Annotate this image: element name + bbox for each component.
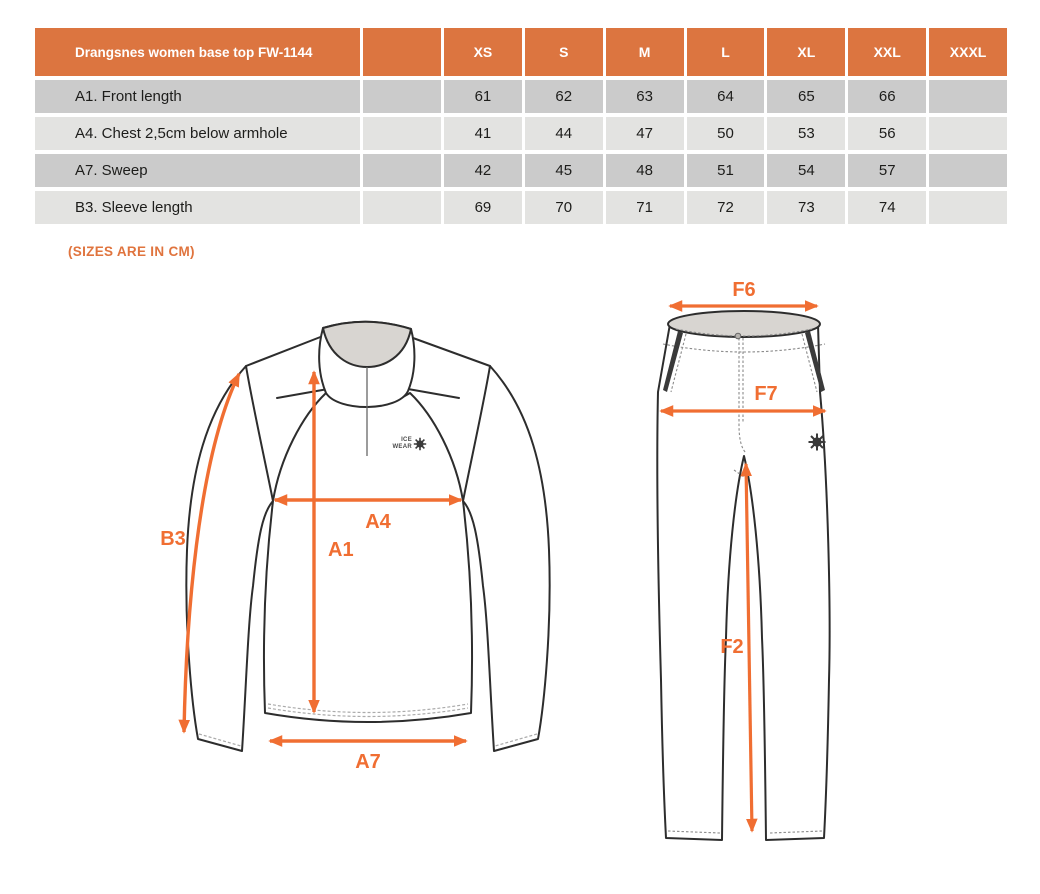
value-cell: 74 — [848, 191, 927, 224]
value-cell: 72 — [686, 191, 765, 224]
value-cell: 44 — [524, 117, 603, 150]
waistband-stitching — [662, 343, 826, 353]
value-cell: 71 — [605, 191, 684, 224]
value-cell: 54 — [767, 154, 846, 187]
header-cell-m: M — [605, 28, 684, 76]
row-spacer-cell — [363, 191, 441, 224]
row-label: A1. Front length — [35, 80, 360, 113]
waistband — [667, 310, 821, 338]
f2-label: F2 — [720, 636, 743, 658]
left-pocket — [663, 331, 683, 392]
row-spacer-cell — [363, 80, 441, 113]
cuff-stitching — [198, 733, 538, 747]
value-cell: 53 — [767, 117, 846, 150]
value-cell: 50 — [686, 117, 765, 150]
waistband-stitching — [675, 328, 813, 337]
collar-inside — [322, 320, 412, 368]
value-cell: 45 — [524, 154, 603, 187]
snowflake-icon — [808, 433, 826, 451]
header-cell-xxl: XXL — [848, 28, 927, 76]
f2-arrow — [740, 462, 758, 833]
f6-label: F6 — [732, 280, 755, 301]
b3-arrow — [178, 372, 241, 734]
value-cell: 70 — [524, 191, 603, 224]
row-spacer-cell — [363, 154, 441, 187]
row-label: B3. Sleeve length — [35, 191, 360, 224]
snowflake-icon — [413, 437, 427, 451]
pants-diagram: F6 F7 F2 — [656, 280, 831, 841]
value-cell: 61 — [444, 80, 522, 113]
left-sleeve — [185, 365, 274, 752]
header-cell-s: S — [524, 28, 603, 76]
row-spacer-cell — [363, 117, 441, 150]
value-cell — [929, 191, 1007, 224]
value-cell: 47 — [605, 117, 684, 150]
logo-text-ice: ICE — [401, 437, 412, 443]
header-cell-xl: XL — [767, 28, 846, 76]
waist-button — [734, 332, 742, 340]
value-cell: 73 — [767, 191, 846, 224]
header-cell-xs: XS — [444, 28, 522, 76]
hem-stitching — [267, 707, 469, 718]
value-cell: 69 — [444, 191, 522, 224]
header-spacer-cell — [363, 28, 441, 76]
value-cell: 66 — [848, 80, 927, 113]
a4-label: A4 — [365, 511, 391, 533]
shoulder-seams — [245, 335, 491, 399]
value-cell: 62 — [524, 80, 603, 113]
value-cell: 56 — [848, 117, 927, 150]
value-cell: 41 — [444, 117, 522, 150]
value-cell: 64 — [686, 80, 765, 113]
value-cell: 42 — [444, 154, 522, 187]
base-top-diagram: ICE WEAR B3 A4 A1 A7 — [160, 320, 551, 773]
row-label: A7. Sweep — [35, 154, 360, 187]
a1-label: A1 — [328, 539, 354, 561]
value-cell — [929, 154, 1007, 187]
value-cell — [929, 80, 1007, 113]
value-cell — [929, 117, 1007, 150]
pocket-stitching — [670, 333, 818, 393]
size-table: Drangsnes women base top FW-1144 XS S M … — [35, 28, 1007, 224]
f7-label: F7 — [754, 383, 777, 405]
right-sleeve — [462, 365, 551, 752]
row-label: A4. Chest 2,5cm below armhole — [35, 117, 360, 150]
value-cell: 63 — [605, 80, 684, 113]
header-cell-l: L — [686, 28, 765, 76]
value-cell: 51 — [686, 154, 765, 187]
body-front — [263, 392, 473, 723]
logo-text-wear: WEAR — [392, 444, 412, 450]
icewear-logo: ICE WEAR — [392, 437, 427, 451]
value-cell: 57 — [848, 154, 927, 187]
a7-label: A7 — [355, 751, 381, 773]
value-cell: 65 — [767, 80, 846, 113]
b3-label: B3 — [160, 528, 186, 550]
header-cell-xxxl: XXXL — [929, 28, 1007, 76]
table-title: Drangsnes women base top FW-1144 — [35, 28, 360, 76]
fly-stitching — [738, 338, 747, 454]
hem-stitching — [267, 703, 469, 714]
right-pocket — [805, 331, 825, 392]
value-cell: 48 — [605, 154, 684, 187]
sizes-in-cm-note: (SIZES ARE IN CM) — [68, 244, 195, 259]
